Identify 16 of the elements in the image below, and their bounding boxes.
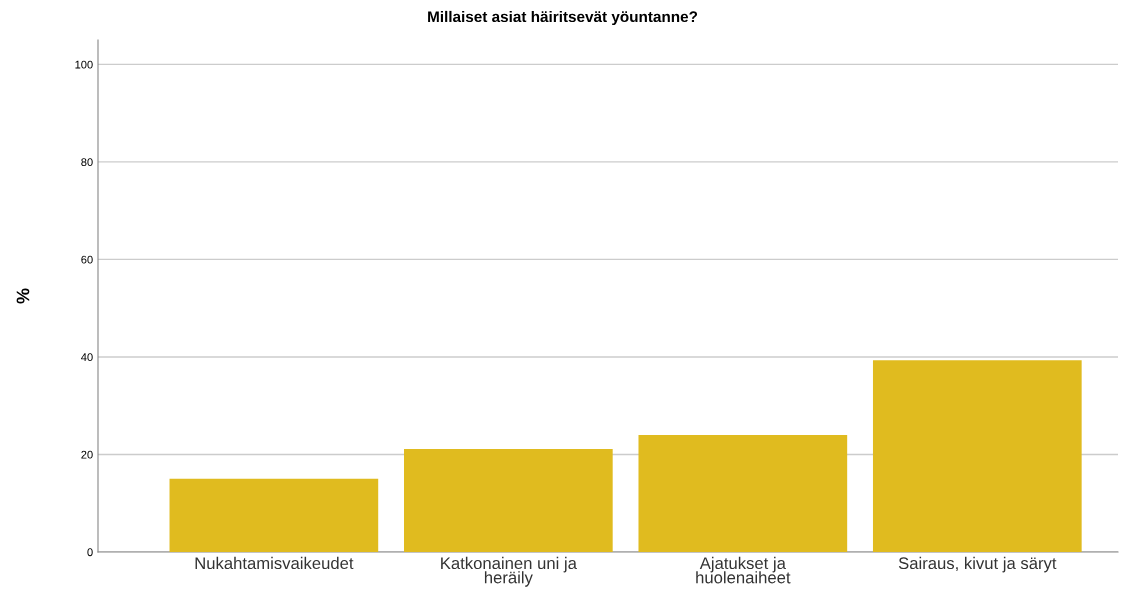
bar xyxy=(638,434,848,552)
x-tick-label: Katkonainen uni ja heräily xyxy=(441,556,577,587)
x-tick-label: Nukahtamisvaikeudet xyxy=(195,556,354,570)
y-tick-label: 40 xyxy=(81,353,93,362)
y-tick-label: 60 xyxy=(81,255,93,264)
x-tick-label: Sairaus, kivut ja säryt xyxy=(898,556,1057,573)
bar xyxy=(404,449,613,552)
y-tick-label: 0 xyxy=(87,548,93,557)
bar xyxy=(169,478,379,552)
x-tick-label: Ajatukset ja huolenaiheet xyxy=(696,556,791,584)
y-tick-label: 80 xyxy=(81,158,93,167)
y-tick-label: 100 xyxy=(75,60,93,69)
y-axis-title: % xyxy=(16,288,30,304)
chart-title: Millaiset asiat häiritsevät yöuntanne? xyxy=(428,10,698,26)
bar xyxy=(872,360,1082,552)
y-tick-label: 20 xyxy=(81,450,93,459)
